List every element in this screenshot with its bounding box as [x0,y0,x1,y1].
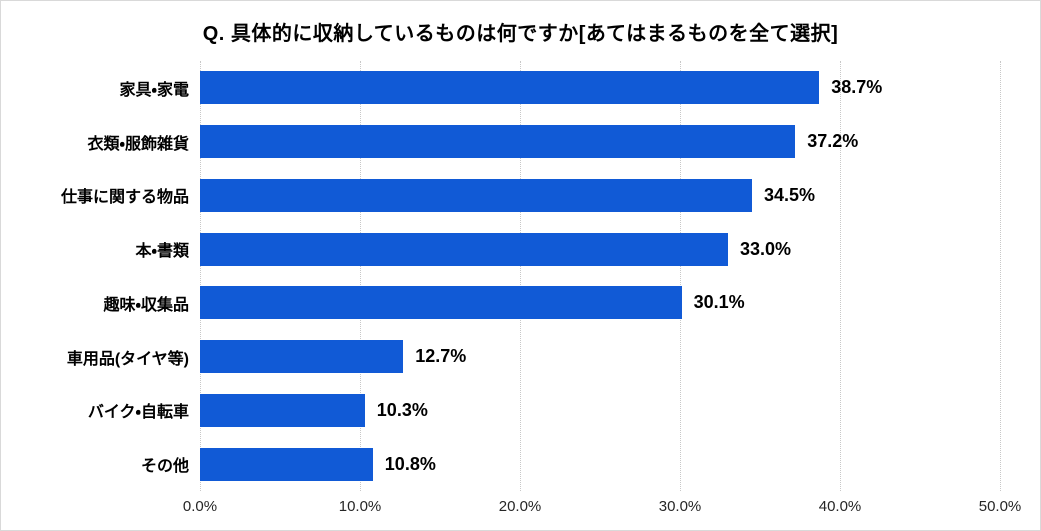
category-label: 趣味・収集品 [103,296,189,314]
bar-value-label: 33.0% [740,238,792,259]
bar-value-label: 10.3% [376,399,428,420]
category-label: 車用品(タイヤ等) [66,350,189,368]
bar-row: 10.8% [200,437,1000,491]
bar-value-label: 10.8% [384,453,436,474]
x-axis: 0.0% 10.0% 20.0% 30.0% 40.0% 50.0% [183,491,1021,525]
bar-row: 10.3% [200,384,1000,438]
bar-value-label: 34.5% [764,184,816,205]
bar [200,71,820,105]
bar [200,447,373,481]
bar-row: 33.0% [200,222,1000,276]
plot-grid: 38.7% 37.2% 34.5% 33.0% 30.1% [200,61,1001,491]
x-axis-tick: 50.0% [978,498,1022,515]
bar-value-label: 12.7% [415,346,467,367]
category-label: 本・書類 [135,243,189,261]
category-label: その他 [140,458,189,476]
bar-row: 37.2% [200,115,1000,169]
bar-value-label: 38.7% [831,77,883,98]
bar [200,393,365,427]
x-axis-tick: 40.0% [818,498,862,515]
bar-value-label: 37.2% [807,131,859,152]
x-axis-tick: 10.0% [338,498,382,515]
gridlines [200,61,1001,491]
category-label: 衣類・服飾雑貨 [87,135,189,153]
category-label: 家具・家電 [119,81,189,99]
gridline [840,61,841,491]
gridline [680,61,681,491]
bar [200,340,404,374]
x-axis-tick: 20.0% [498,498,542,515]
bar-row: 38.7% [200,61,1000,115]
bars: 38.7% 37.2% 34.5% 33.0% 30.1% [200,61,1000,491]
bar [200,178,752,212]
chart-title: Q. 具体的に収納しているものは何ですか[あてはまるものを全て選択] [202,22,839,45]
category-label: バイク・自転車 [87,404,189,422]
category-axis: 家具・家電 衣類・服飾雑貨 仕事に関する物品 本・書類 趣味・収集品 車用品(タ… [1,61,200,491]
bar [200,232,728,266]
x-axis-tick: 30.0% [658,498,702,515]
category-label: 仕事に関する物品 [60,189,189,207]
bar-row: 30.1% [200,276,1000,330]
plot-area: 家具・家電 衣類・服飾雑貨 仕事に関する物品 本・書類 趣味・収集品 車用品(タ… [1,61,1040,491]
gridline [200,61,201,491]
bar-value-label: 30.1% [693,292,745,313]
x-axis-tick: 0.0% [182,498,218,515]
bar [200,125,796,159]
bar [200,286,682,320]
gridline [360,61,361,491]
bar-row: 34.5% [200,169,1000,223]
gridline [1000,61,1001,491]
gridline [520,61,521,491]
bar-row: 12.7% [200,330,1000,384]
